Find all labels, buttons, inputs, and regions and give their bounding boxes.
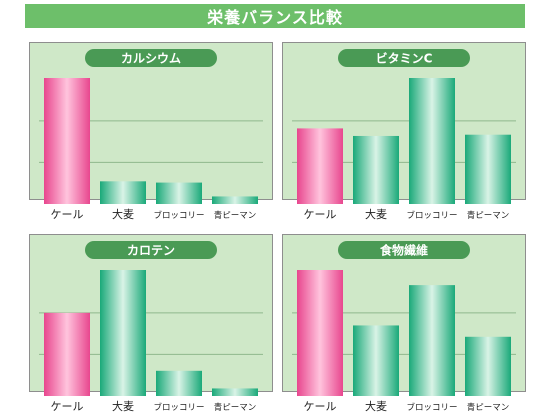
bar-2: [156, 370, 202, 396]
category-label: ケール: [51, 208, 84, 221]
chart-title: カルシウム: [121, 52, 181, 66]
category-label: ブロッコリー: [153, 210, 204, 221]
bar-1: [100, 181, 146, 204]
bar-3: [465, 134, 511, 204]
category-label: 大麦: [365, 207, 387, 221]
bar-1: [353, 135, 399, 204]
category-label: 青ピーマン: [467, 402, 510, 413]
chart-title-pill: [338, 241, 470, 259]
category-label: 大麦: [112, 207, 134, 221]
bar-2: [409, 285, 455, 396]
bar-1: [100, 270, 146, 396]
bar-2: [156, 182, 202, 204]
bar-3: [212, 196, 258, 204]
category-label: ケール: [304, 400, 337, 413]
category-label: ブロッコリー: [406, 210, 457, 221]
chart-title: カロテン: [127, 244, 175, 258]
bar-2: [409, 78, 455, 204]
category-label: 青ピーマン: [214, 402, 257, 413]
chart-calcium: カルシウムケール 大麦 ブロッコリー 青ピーマン: [29, 42, 273, 226]
bar-0: [44, 312, 90, 396]
chart-title-pill: [85, 241, 217, 259]
category-label: ブロッコリー: [406, 402, 457, 413]
bar-1: [353, 325, 399, 396]
chart-title-pill: [338, 49, 470, 67]
chart-title-pill: [85, 49, 217, 67]
category-label: 青ピーマン: [214, 210, 257, 221]
chart-vitamin-c: ビタミンC ケール 大麦 ブロッコリー 青ピーマン: [282, 42, 526, 226]
chart-carotene: カロテンケール 大麦 ブロッコリー 青ピーマン: [29, 234, 273, 418]
category-label: ケール: [304, 208, 337, 221]
chart-title: 食物繊維: [379, 243, 428, 258]
category-label: ケール: [51, 400, 84, 413]
chart-svg: ビタミンC ケール 大麦 ブロッコリー 青ピーマン: [282, 42, 526, 221]
category-label: 大麦: [365, 399, 387, 413]
bar-0: [297, 270, 343, 396]
chart-title: ビタミンC: [376, 51, 433, 66]
category-label: 大麦: [112, 399, 134, 413]
bar-0: [297, 128, 343, 204]
bar-3: [212, 388, 258, 396]
bar-3: [465, 336, 511, 396]
category-label: ブロッコリー: [153, 402, 204, 413]
bar-0: [44, 78, 90, 204]
category-label: 青ピーマン: [467, 210, 510, 221]
page-title: 栄養バランス比較: [25, 4, 525, 28]
chart-fiber: 食物繊維ケール 大麦 ブロッコリー 青ピーマン: [282, 234, 526, 418]
